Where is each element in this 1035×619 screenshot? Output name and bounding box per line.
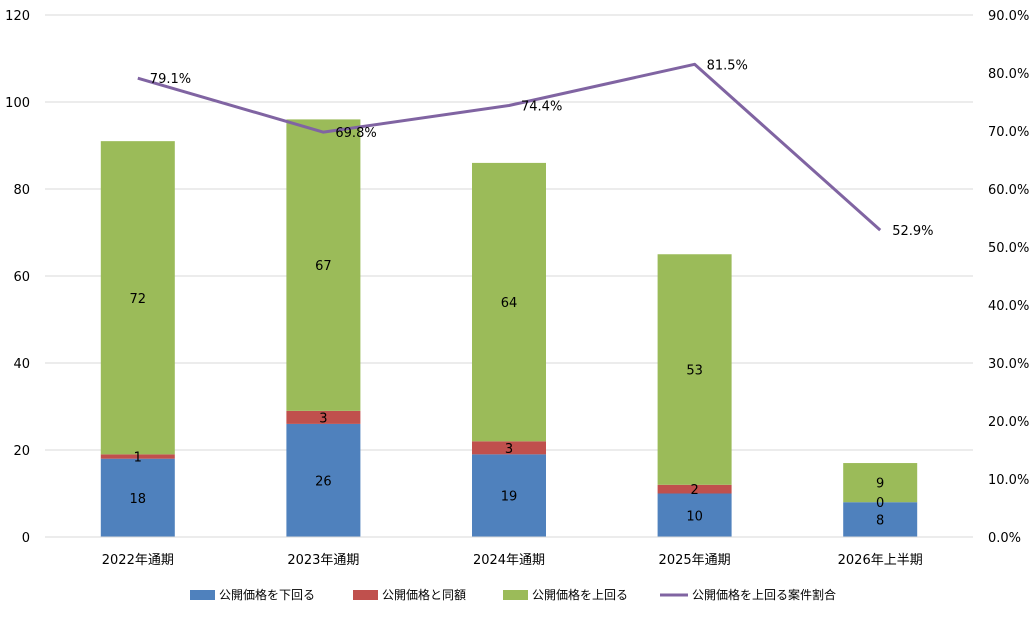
bar-segment: [657, 484, 732, 494]
legend-label: 公開価格を上回る: [532, 587, 628, 602]
ratio-line: [137, 62, 882, 232]
bar-value-label: 64: [501, 296, 518, 311]
y-right-tick-label: 70.0%: [988, 125, 1029, 140]
y-right-tick-label: 30.0%: [988, 357, 1029, 372]
y-left-tick-label: 120: [5, 9, 30, 24]
bar-value-label: 1: [134, 451, 142, 466]
bar-value-label: 2: [690, 483, 698, 498]
bar-segment: [286, 410, 361, 424]
y-left-tick-label: 100: [5, 96, 30, 111]
x-tick-label: 2025年通期: [659, 553, 731, 568]
bar-value-label: 3: [505, 442, 513, 457]
bar-segment: [100, 454, 175, 459]
legend-label: 公開価格を上回る案件割合: [692, 587, 836, 602]
axes: 0204060801001200.0%10.0%20.0%30.0%40.0%5…: [5, 9, 1029, 568]
bar-value-label: 53: [686, 364, 703, 379]
y-right-tick-label: 60.0%: [988, 183, 1029, 198]
bars: [100, 119, 918, 537]
bar-value-label: 26: [315, 474, 332, 489]
bar-value-label: 0: [876, 496, 884, 511]
bar-segment: [100, 458, 175, 537]
x-tick-label: 2024年通期: [473, 553, 545, 568]
line-value-label: 74.4%: [521, 99, 562, 114]
x-tick-label: 2022年通期: [102, 553, 174, 568]
y-right-tick-label: 90.0%: [988, 9, 1029, 24]
bar-segment: [843, 463, 918, 503]
y-right-tick-label: 0.0%: [988, 531, 1021, 546]
y-left-tick-label: 40: [13, 357, 30, 372]
bar-segment: [472, 441, 546, 455]
bar-value-label: 8: [876, 514, 884, 529]
x-tick-label: 2026年上半期: [838, 553, 923, 568]
bar-segment: [657, 254, 732, 485]
bar-segment: [657, 493, 732, 537]
bar-value-label: 10: [686, 509, 703, 524]
legend-label: 公開価格を下回る: [219, 587, 315, 602]
line-value-label: 69.8%: [335, 126, 376, 141]
x-tick-label: 2023年通期: [287, 553, 359, 568]
bar-value-label: 18: [130, 492, 147, 507]
y-right-tick-label: 40.0%: [988, 299, 1029, 314]
bar-segment: [100, 141, 175, 455]
legend-swatch: [190, 590, 215, 600]
line-value-label: 81.5%: [707, 58, 748, 73]
bar-value-label: 72: [130, 292, 147, 307]
data-labels: 18 1 72 26 3 67 19 3 64 10 2 53 8 0 9 79.1% 69.8% 74.4% 81…: [130, 58, 934, 528]
y-right-tick-label: 20.0%: [988, 415, 1029, 430]
bar-value-label: 3: [319, 411, 327, 426]
y-left-tick-label: 60: [13, 270, 30, 285]
bar-segment: [472, 454, 546, 537]
line-value-label: 52.9%: [892, 224, 933, 239]
y-right-tick-label: 80.0%: [988, 67, 1029, 82]
bar-value-label: 67: [315, 259, 332, 274]
y-right-tick-label: 10.0%: [988, 473, 1029, 488]
line-value-label: 79.1%: [150, 72, 191, 87]
bar-segment: [843, 502, 918, 537]
y-left-tick-label: 0: [22, 531, 30, 546]
y-left-tick-label: 20: [13, 444, 30, 459]
legend-swatch: [503, 590, 528, 600]
legend-swatch: [353, 590, 378, 600]
bar-segment: [472, 162, 546, 442]
legend-label: 公開価格と同額: [382, 587, 466, 602]
legend: 公開価格を下回る 公開価格と同額 公開価格を上回る 公開価格を上回る案件割合: [190, 587, 836, 602]
y-left-tick-label: 80: [13, 183, 30, 198]
y-right-tick-label: 50.0%: [988, 241, 1029, 256]
bar-value-label: 9: [876, 477, 884, 492]
bar-segment: [286, 423, 361, 537]
ratio-line-path: [137, 62, 882, 232]
bar-segment: [286, 119, 361, 411]
bar-value-label: 19: [501, 490, 518, 505]
